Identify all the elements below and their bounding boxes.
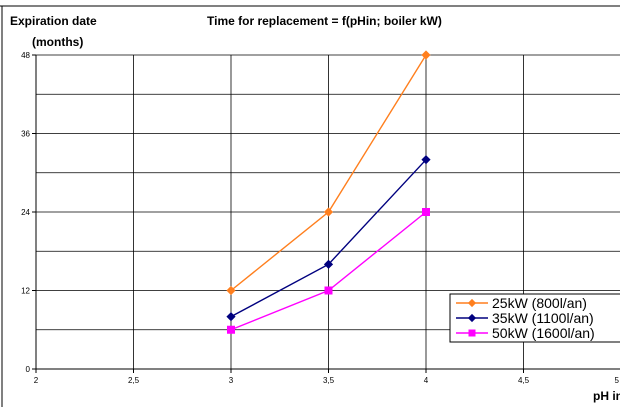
- series-3: [227, 208, 430, 334]
- series-2: [226, 155, 431, 322]
- data-point: [421, 50, 431, 60]
- data-point: [227, 325, 235, 334]
- chart-title: Time for replacement = f(pHin; boiler kW…: [207, 14, 442, 28]
- x-tick-label: 4,5: [518, 376, 530, 385]
- legend-marker: [467, 298, 477, 308]
- series-group: [226, 50, 431, 334]
- y-tick-label: 24: [21, 208, 30, 217]
- y-tick-label: 48: [21, 51, 30, 60]
- tick-labels: 0 12 24 36 48 2 2,5 3 3,5 4 4,5 5: [21, 51, 619, 385]
- y-axis-label-line1: Expiration date: [10, 14, 97, 28]
- legend-marker: [468, 329, 476, 337]
- y-tick-label: 36: [21, 130, 30, 139]
- y-tick-label: 12: [21, 287, 30, 296]
- data-point: [421, 155, 431, 165]
- x-tick-label: 2,5: [128, 376, 140, 385]
- x-axis-label: pH in: [593, 389, 620, 403]
- data-point: [422, 208, 430, 216]
- x-tick-label: 2: [34, 376, 39, 385]
- x-tick-label: 3,5: [323, 376, 335, 385]
- legend-label: 50kW (1600l/an): [492, 325, 595, 341]
- legend-marker: [467, 313, 477, 323]
- axes: [32, 54, 620, 373]
- x-tick-label: 3: [229, 376, 234, 385]
- data-point: [226, 285, 236, 296]
- legend-label: 35kW (1100l/an): [492, 310, 594, 326]
- data-point: [323, 207, 334, 217]
- data-point: [324, 286, 333, 295]
- data-point: [323, 259, 334, 269]
- series-1: [226, 50, 431, 296]
- legend-label: 25kW (800l/an): [492, 295, 587, 311]
- y-axis-label-line2: (months): [32, 35, 83, 49]
- x-tick-label: 5: [615, 376, 620, 385]
- x-tick-label: 4: [424, 376, 429, 385]
- data-point: [226, 312, 236, 322]
- y-tick-label: 0: [26, 365, 31, 374]
- legend: 25kW (800l/an)35kW (1100l/an)50kW (1600l…: [449, 293, 620, 343]
